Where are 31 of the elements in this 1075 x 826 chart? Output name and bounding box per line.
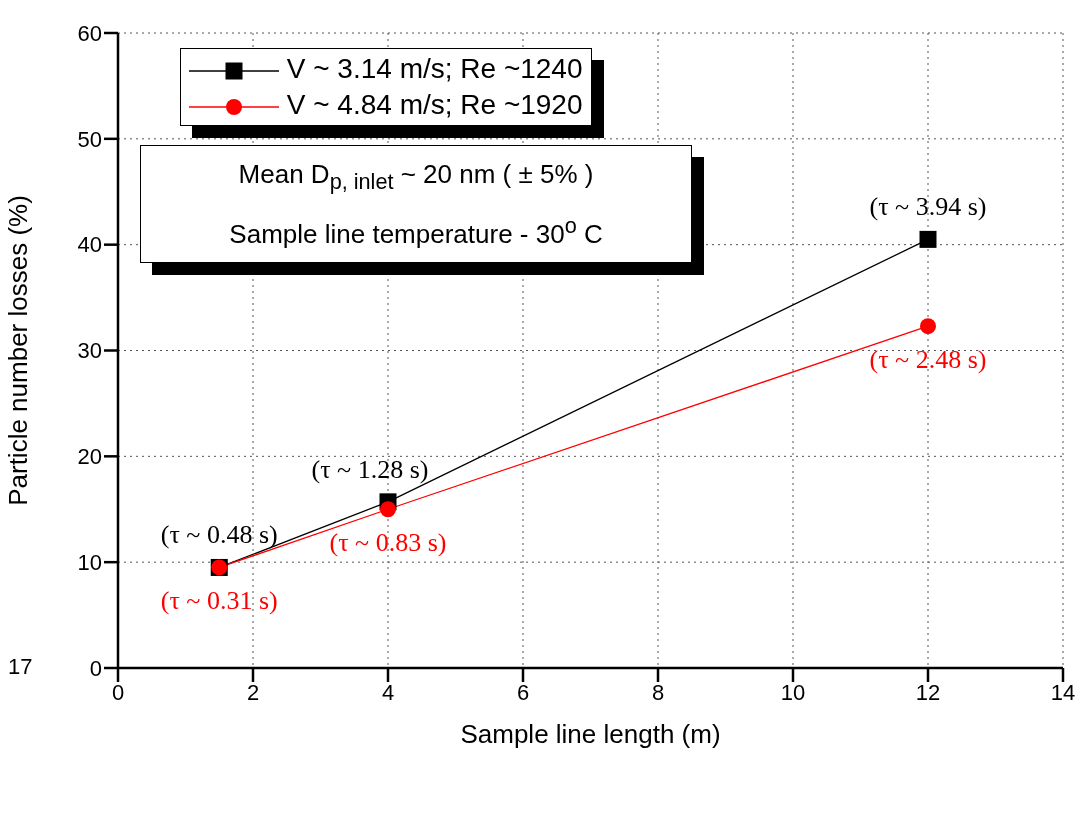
y-tick-label: 20 (77, 444, 102, 470)
x-tick-label: 10 (780, 679, 806, 705)
legend-label: V ~ 3.14 m/s; Re ~1240 (285, 52, 583, 86)
x-tick-label: 4 (381, 679, 395, 705)
x-axis-title: Sample line length (m) (460, 719, 721, 749)
annotation: Mean D$_{p, inlet}$ ~ 20 nm ( ± 5% ) (237, 158, 595, 197)
annotation: (τ ~ 3.94 s) (869, 192, 987, 222)
x-tick-label: 2 (246, 679, 260, 705)
x-tick-label: 8 (651, 679, 665, 705)
x-tick-label: 0 (111, 679, 125, 705)
point (919, 230, 937, 248)
annotation: Sample line temperature - 30$^{o}$ C (228, 212, 604, 251)
x-tick-label: 6 (516, 679, 530, 705)
y-tick-label: 10 (77, 549, 102, 575)
x-tick-label: 14 (1050, 679, 1075, 705)
point (920, 318, 936, 335)
y-axis-title: Particle number losses (%) (3, 195, 34, 506)
annotation: (τ ~ 1.28 s) (311, 454, 429, 484)
legend-label: V ~ 4.84 m/s; Re ~1920 (285, 88, 583, 122)
y-tick-label: 30 (77, 338, 102, 364)
x-tick-label: 12 (915, 679, 941, 705)
annotation: (τ ~ 0.31 s) (160, 586, 278, 616)
y-tick-label: 50 (77, 126, 102, 152)
annotation: (τ ~ 2.48 s) (869, 345, 987, 375)
annotation: (τ ~ 0.83 s) (329, 528, 447, 558)
y-tick-label: 0 (89, 655, 102, 681)
annotation: (τ ~ 0.48 s) (160, 520, 278, 550)
y-tick-label: 40 (77, 232, 102, 258)
point (380, 501, 396, 518)
y-tick-label: 60 (77, 20, 102, 46)
text: 17 (8, 654, 33, 680)
